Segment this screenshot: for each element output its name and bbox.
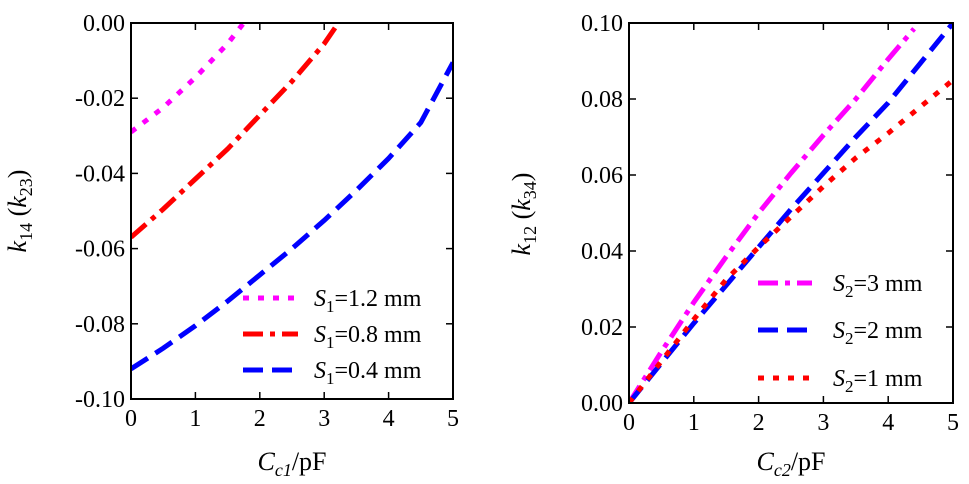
x-tick-label: 4 — [383, 406, 395, 432]
x-axis-label: Cc1/pF — [257, 447, 326, 480]
x-tick-label: 5 — [447, 406, 459, 432]
y-axis-label: k12 (k34) — [507, 173, 540, 256]
series-line-1-3 — [131, 61, 453, 372]
y-tick-label: 0.02 — [581, 315, 623, 341]
legend-label-2-2: S2=2 mm — [833, 318, 923, 348]
x-tick-label: 0 — [125, 406, 137, 432]
y-tick-label: -0.10 — [75, 387, 125, 413]
series-line-2-1 — [629, 27, 917, 403]
legend-label-1-2: S1=0.8 mm — [314, 322, 422, 352]
x-tick-label: 1 — [189, 406, 201, 432]
legend-label-1-3: S1=0.4 mm — [314, 358, 422, 388]
series-line-2-3 — [629, 78, 953, 403]
series-line-1-2 — [131, 23, 341, 240]
y-tick-label: -0.02 — [75, 86, 125, 112]
x-axis-label: Cc2/pF — [756, 447, 825, 480]
y-tick-label: -0.08 — [75, 312, 125, 338]
series-line-2-2 — [629, 23, 953, 403]
y-tick-label: 0.00 — [83, 11, 125, 37]
legend-label-1-1: S1=1.2 mm — [314, 286, 422, 316]
x-tick-label: 3 — [817, 410, 829, 436]
y-tick-label: 0.06 — [581, 163, 623, 189]
y-tick-label: 0.00 — [581, 391, 623, 417]
legend-label-2-1: S2=3 mm — [833, 271, 923, 301]
y-tick-label: -0.04 — [75, 161, 125, 187]
legend-label-2-3: S2=1 mm — [833, 366, 923, 396]
x-tick-label: 3 — [318, 406, 330, 432]
y-tick-label: 0.10 — [581, 11, 623, 37]
x-tick-label: 0 — [623, 410, 635, 436]
series-line-1-1 — [131, 23, 246, 134]
x-tick-label: 5 — [947, 410, 959, 436]
x-tick-label: 2 — [254, 406, 266, 432]
y-tick-label: -0.06 — [75, 237, 125, 263]
x-tick-label: 4 — [882, 410, 894, 436]
x-tick-label: 1 — [688, 410, 700, 436]
y-tick-label: 0.08 — [581, 87, 623, 113]
x-tick-label: 2 — [753, 410, 765, 436]
plot-frame-1 — [130, 22, 454, 400]
y-tick-label: 0.04 — [581, 239, 623, 265]
y-axis-label: k14 (k23) — [3, 170, 36, 253]
plot-frame-2 — [628, 22, 954, 404]
